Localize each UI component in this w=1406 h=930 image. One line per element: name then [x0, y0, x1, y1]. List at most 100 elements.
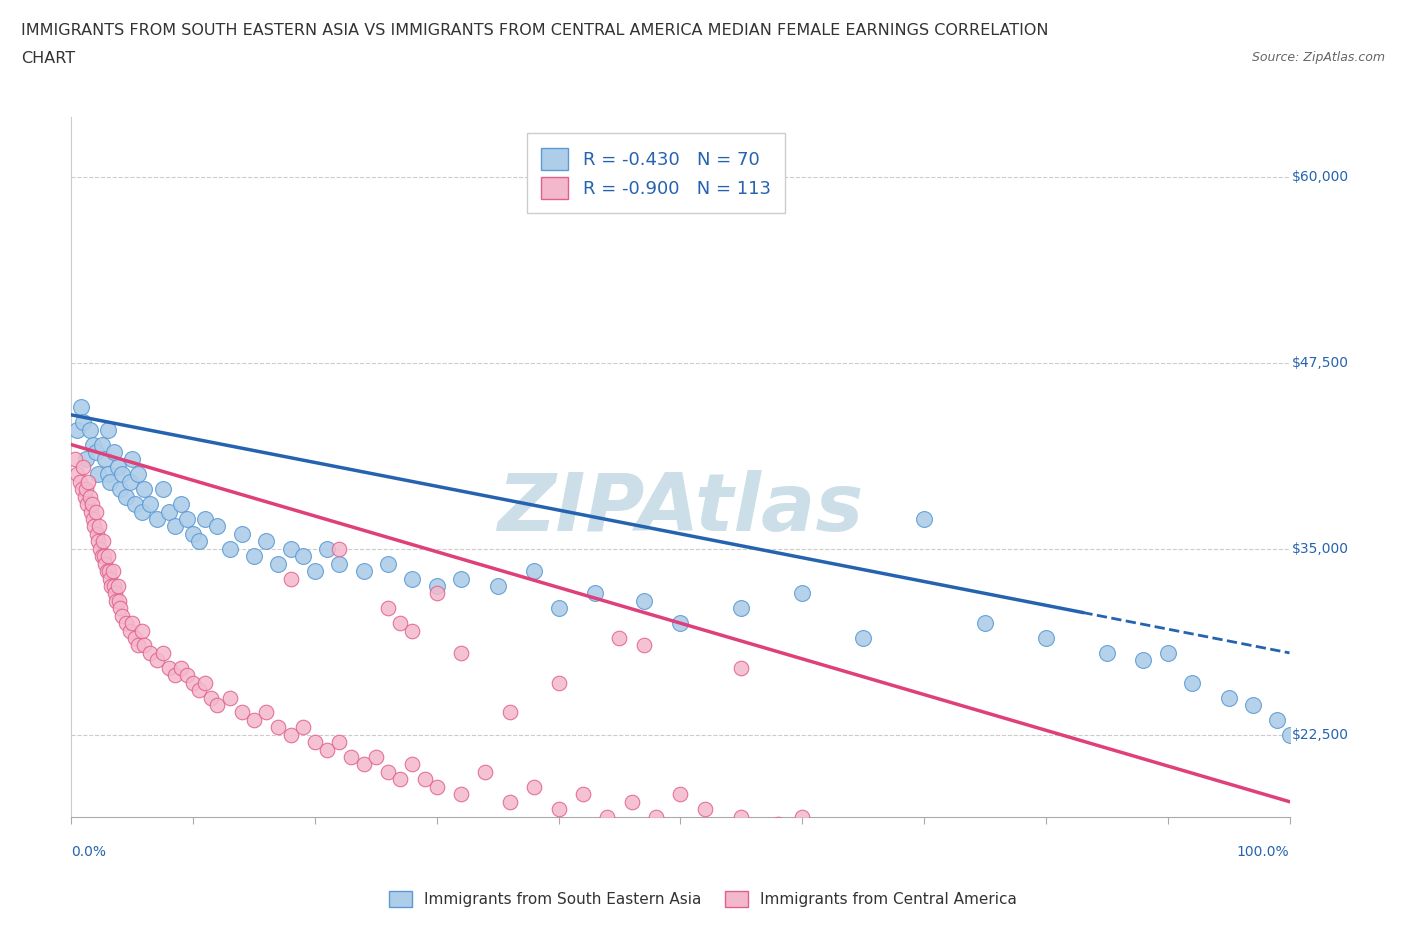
Point	[645, 809, 668, 824]
Point	[583, 586, 606, 601]
Point	[163, 668, 186, 683]
Point	[267, 556, 290, 571]
Point	[152, 482, 174, 497]
Point	[766, 817, 789, 831]
Point	[450, 787, 472, 802]
Point	[94, 452, 117, 467]
Point	[124, 497, 146, 512]
Point	[70, 400, 93, 415]
Point	[127, 467, 149, 482]
Point	[98, 474, 121, 489]
Point	[609, 631, 631, 645]
Point	[76, 497, 98, 512]
Point	[97, 422, 120, 437]
Point	[426, 779, 449, 794]
Point	[547, 802, 569, 817]
Point	[1241, 698, 1264, 712]
Point	[82, 512, 104, 526]
Point	[254, 705, 277, 720]
Point	[1265, 712, 1288, 727]
Point	[596, 809, 619, 824]
Point	[157, 504, 180, 519]
Text: CHART: CHART	[21, 51, 75, 66]
Point	[66, 422, 89, 437]
Point	[669, 616, 692, 631]
Point	[1181, 898, 1204, 913]
Point	[118, 474, 141, 489]
Point	[118, 623, 141, 638]
Point	[97, 549, 120, 564]
Point	[115, 489, 138, 504]
Point	[730, 601, 752, 616]
Point	[280, 571, 302, 586]
Point	[316, 541, 339, 556]
Point	[111, 467, 134, 482]
Point	[79, 422, 101, 437]
Point	[1132, 653, 1154, 668]
Text: Source: ZipAtlas.com: Source: ZipAtlas.com	[1251, 51, 1385, 64]
Point	[107, 459, 129, 474]
Point	[188, 534, 211, 549]
Point	[75, 452, 97, 467]
Point	[291, 549, 314, 564]
Point	[364, 750, 387, 764]
Point	[87, 467, 110, 482]
Point	[176, 512, 198, 526]
Point	[1095, 645, 1118, 660]
Point	[127, 638, 149, 653]
Point	[389, 616, 412, 631]
Point	[377, 556, 399, 571]
Point	[207, 698, 229, 712]
Point	[426, 586, 449, 601]
Point	[254, 534, 277, 549]
Point	[231, 526, 253, 541]
Point	[486, 578, 509, 593]
Point	[450, 645, 472, 660]
Point	[134, 482, 156, 497]
Point	[107, 593, 129, 608]
Point	[79, 489, 101, 504]
Point	[401, 623, 423, 638]
Point	[218, 690, 240, 705]
Text: IMMIGRANTS FROM SOUTH EASTERN ASIA VS IMMIGRANTS FROM CENTRAL AMERICA MEDIAN FEM: IMMIGRANTS FROM SOUTH EASTERN ASIA VS IM…	[21, 23, 1049, 38]
Point	[474, 764, 496, 779]
Point	[243, 712, 266, 727]
Point	[108, 482, 131, 497]
Point	[80, 497, 103, 512]
Point	[86, 526, 108, 541]
Point	[72, 459, 94, 474]
Point	[792, 586, 814, 601]
Point	[103, 445, 125, 459]
Point	[101, 564, 124, 578]
Point	[633, 638, 655, 653]
Point	[103, 578, 125, 593]
Point	[328, 735, 350, 750]
Point	[145, 512, 167, 526]
Text: $47,500: $47,500	[1292, 356, 1348, 370]
Point	[84, 445, 107, 459]
Point	[121, 616, 143, 631]
Point	[938, 846, 960, 861]
Point	[87, 534, 110, 549]
Point	[1241, 913, 1264, 928]
Text: ZIPAtlas: ZIPAtlas	[498, 470, 863, 548]
Point	[108, 601, 131, 616]
Point	[82, 437, 104, 452]
Point	[93, 549, 115, 564]
Point	[124, 631, 146, 645]
Point	[77, 474, 100, 489]
Point	[231, 705, 253, 720]
Point	[304, 735, 326, 750]
Point	[152, 645, 174, 660]
Point	[1011, 861, 1033, 876]
Point	[426, 578, 449, 593]
Point	[1278, 727, 1301, 742]
Point	[291, 720, 314, 735]
Point	[693, 802, 716, 817]
Point	[188, 683, 211, 698]
Point	[111, 608, 134, 623]
Point	[131, 623, 153, 638]
Point	[620, 794, 643, 809]
Point	[63, 452, 86, 467]
Point	[377, 601, 399, 616]
